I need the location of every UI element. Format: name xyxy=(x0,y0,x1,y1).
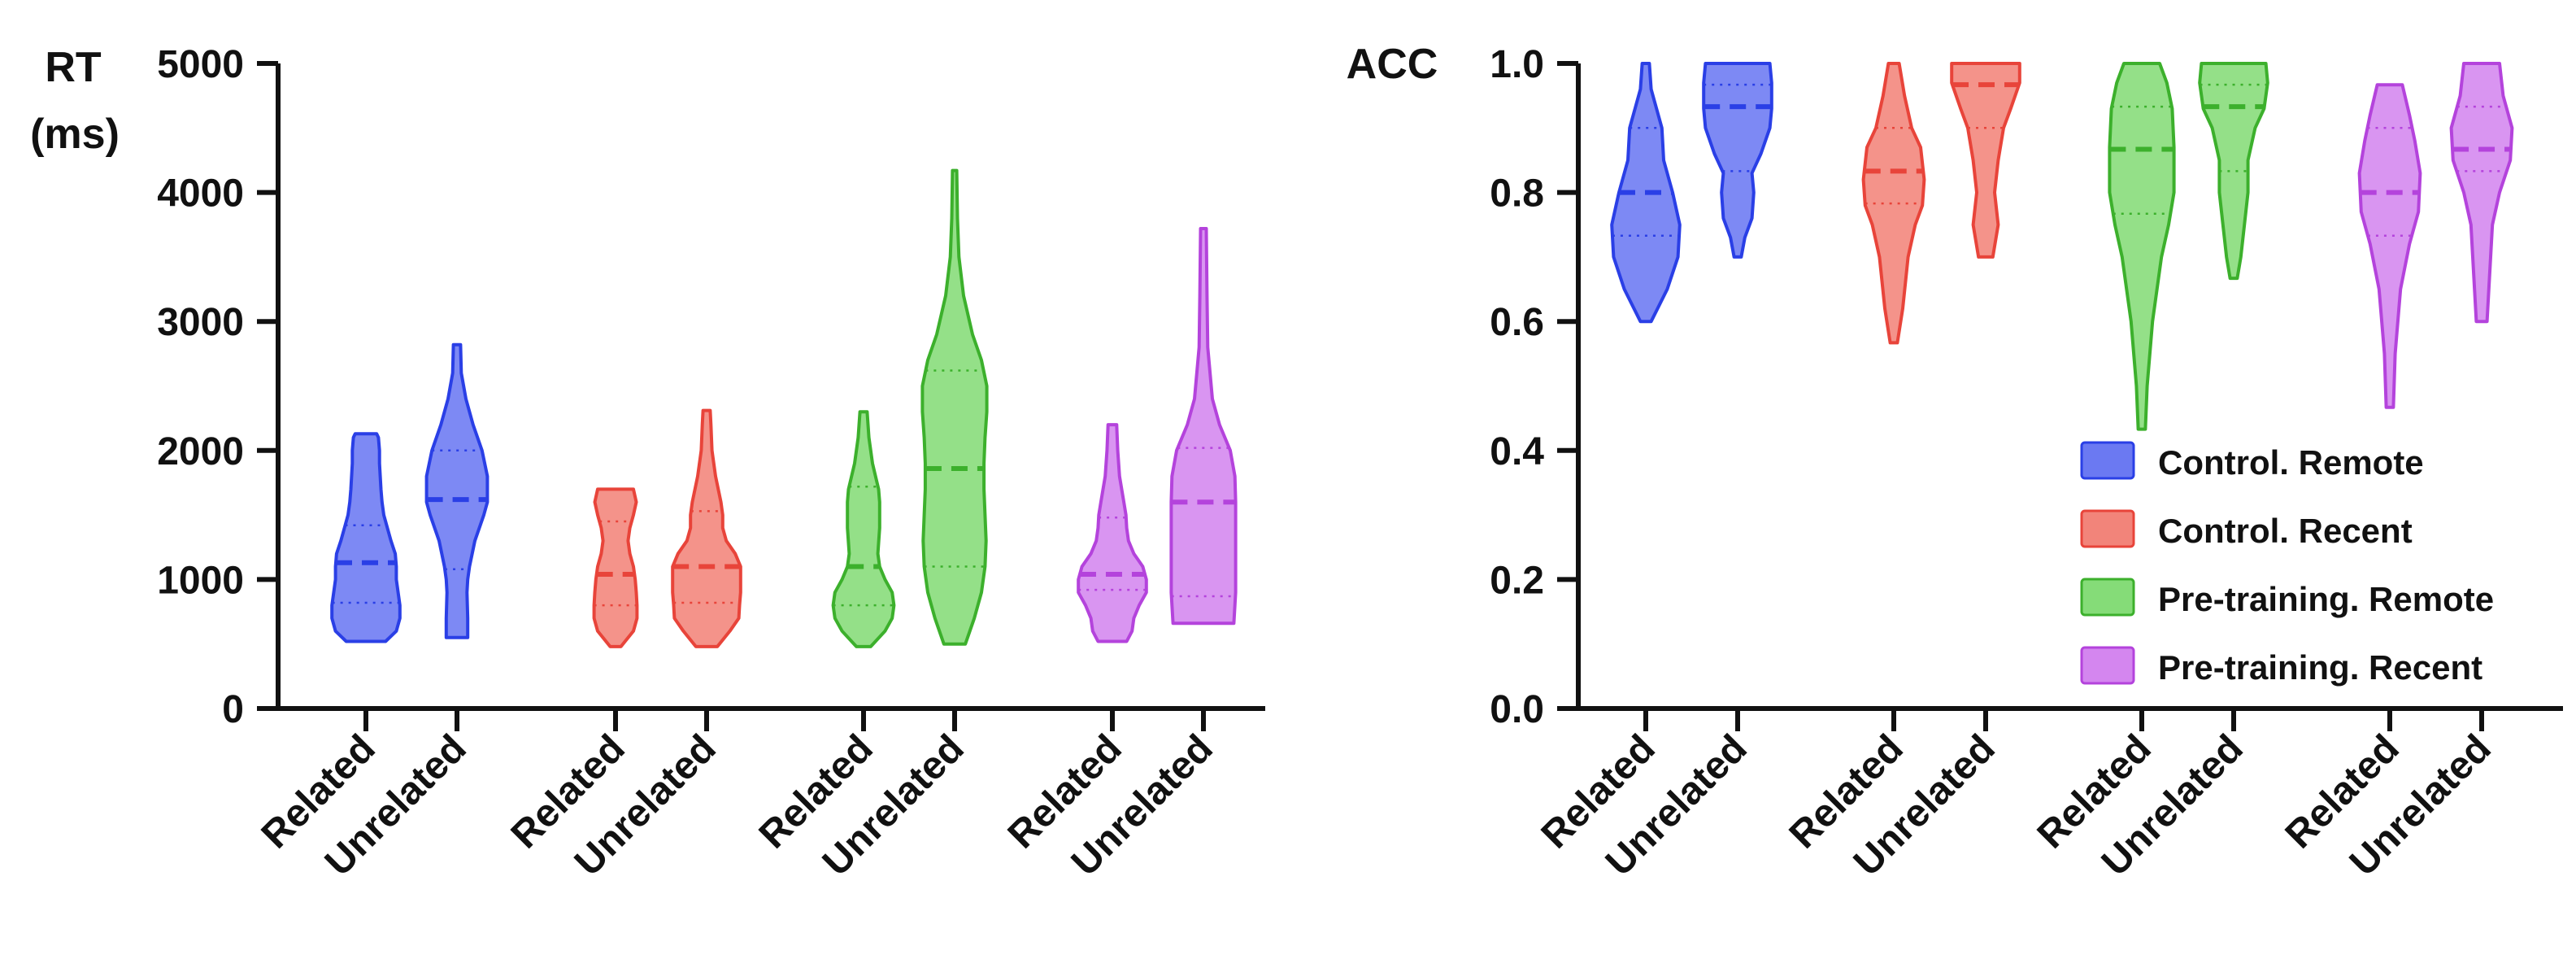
rt-violin-pre-training-recent-related xyxy=(1077,423,1148,643)
rt-violin-control-recent-unrelated xyxy=(671,408,742,648)
rt-ylabel-line-2: (ms) xyxy=(30,111,120,158)
acc-violin-pre-training-remote-unrelated xyxy=(2198,62,2269,281)
legend-item-pretraining-recent: Pre-training. Recent xyxy=(2080,646,2482,687)
rt-ylabel-line-1: RT xyxy=(45,44,102,91)
acc-ytick-label: 0.2 xyxy=(1490,559,1544,602)
rt-violin-body xyxy=(671,408,742,648)
rt-violin-pre-training-remote-related xyxy=(831,410,896,648)
acc-violin-body xyxy=(2108,62,2176,431)
rt-violin-body xyxy=(831,410,896,648)
acc-violin-control-recent-unrelated xyxy=(1950,62,2021,259)
legend-label-pretraining-recent: Pre-training. Recent xyxy=(2158,648,2482,687)
acc-violin-control-remote-unrelated xyxy=(1702,62,1773,259)
rt-ytick-label: 4000 xyxy=(157,172,244,216)
rt-violin-control-recent-related xyxy=(592,487,639,648)
acc-ytick-label: 0.8 xyxy=(1490,172,1544,216)
legend-label-pretraining-remote: Pre-training. Remote xyxy=(2158,580,2494,618)
rt-violin-body xyxy=(1077,423,1148,643)
rt-ytick-label: 1000 xyxy=(157,559,244,602)
acc-violin-body xyxy=(1702,62,1773,259)
rt-violin-pre-training-remote-unrelated xyxy=(920,168,989,646)
rt-violins xyxy=(330,168,1238,648)
acc-ytick-label: 0.4 xyxy=(1490,430,1544,473)
legend-item-pretraining-remote: Pre-training. Remote xyxy=(2080,578,2494,618)
acc-violins xyxy=(1610,62,2514,431)
legend-swatch-control-remote xyxy=(2080,441,2135,480)
rt-panel: RT (ms) 0 1000 2000 3000 4000 5000 RelatedUnr… xyxy=(30,43,1265,884)
acc-ytick-label: 0.0 xyxy=(1490,688,1544,731)
legend: Control. Remote Control. Recent Pre-trai… xyxy=(2080,441,2494,687)
rt-y-ticks: 0 1000 2000 3000 4000 5000 xyxy=(157,43,278,731)
acc-ytick-label: 1.0 xyxy=(1490,43,1544,86)
legend-label-control-remote: Control. Remote xyxy=(2158,443,2424,482)
acc-ytick-label: 0.6 xyxy=(1490,301,1544,344)
acc-violin-control-remote-related xyxy=(1610,62,1682,324)
acc-violin-pre-training-recent-related xyxy=(2357,83,2422,409)
rt-violin-control-remote-related xyxy=(330,432,402,643)
legend-swatch-pretraining-recent xyxy=(2080,646,2135,685)
acc-y-ticks: 0.0 0.2 0.4 0.6 0.8 1.0 xyxy=(1490,43,1578,731)
rt-violin-pre-training-recent-unrelated xyxy=(1169,227,1238,626)
rt-ytick-label: 3000 xyxy=(157,301,244,344)
legend-item-control-remote: Control. Remote xyxy=(2080,441,2424,482)
legend-swatch-control-recent xyxy=(2080,509,2135,548)
rt-violin-body xyxy=(330,432,402,643)
rt-ytick-label: 5000 xyxy=(157,43,244,86)
rt-ytick-label: 2000 xyxy=(157,430,244,473)
rt-violin-body xyxy=(1169,227,1238,626)
acc-ylabel: ACC xyxy=(1347,41,1438,88)
rt-violin-control-remote-unrelated xyxy=(424,342,490,639)
acc-violin-body xyxy=(1861,62,1926,345)
rt-ytick-label: 0 xyxy=(222,688,244,731)
acc-violin-body xyxy=(2449,62,2514,324)
acc-violin-body xyxy=(2198,62,2269,281)
legend-swatch-pretraining-remote xyxy=(2080,578,2135,617)
rt-violin-body xyxy=(592,487,639,648)
acc-violin-pre-training-recent-unrelated xyxy=(2449,62,2514,324)
acc-violin-control-recent-related xyxy=(1861,62,1926,345)
rt-violin-body xyxy=(424,342,490,639)
legend-label-control-recent: Control. Recent xyxy=(2158,512,2413,550)
acc-violin-pre-training-remote-related xyxy=(2108,62,2176,431)
acc-violin-body xyxy=(2357,83,2422,409)
acc-violin-body xyxy=(1950,62,2021,259)
legend-item-control-recent: Control. Recent xyxy=(2080,509,2413,550)
rt-violin-body xyxy=(920,168,989,646)
